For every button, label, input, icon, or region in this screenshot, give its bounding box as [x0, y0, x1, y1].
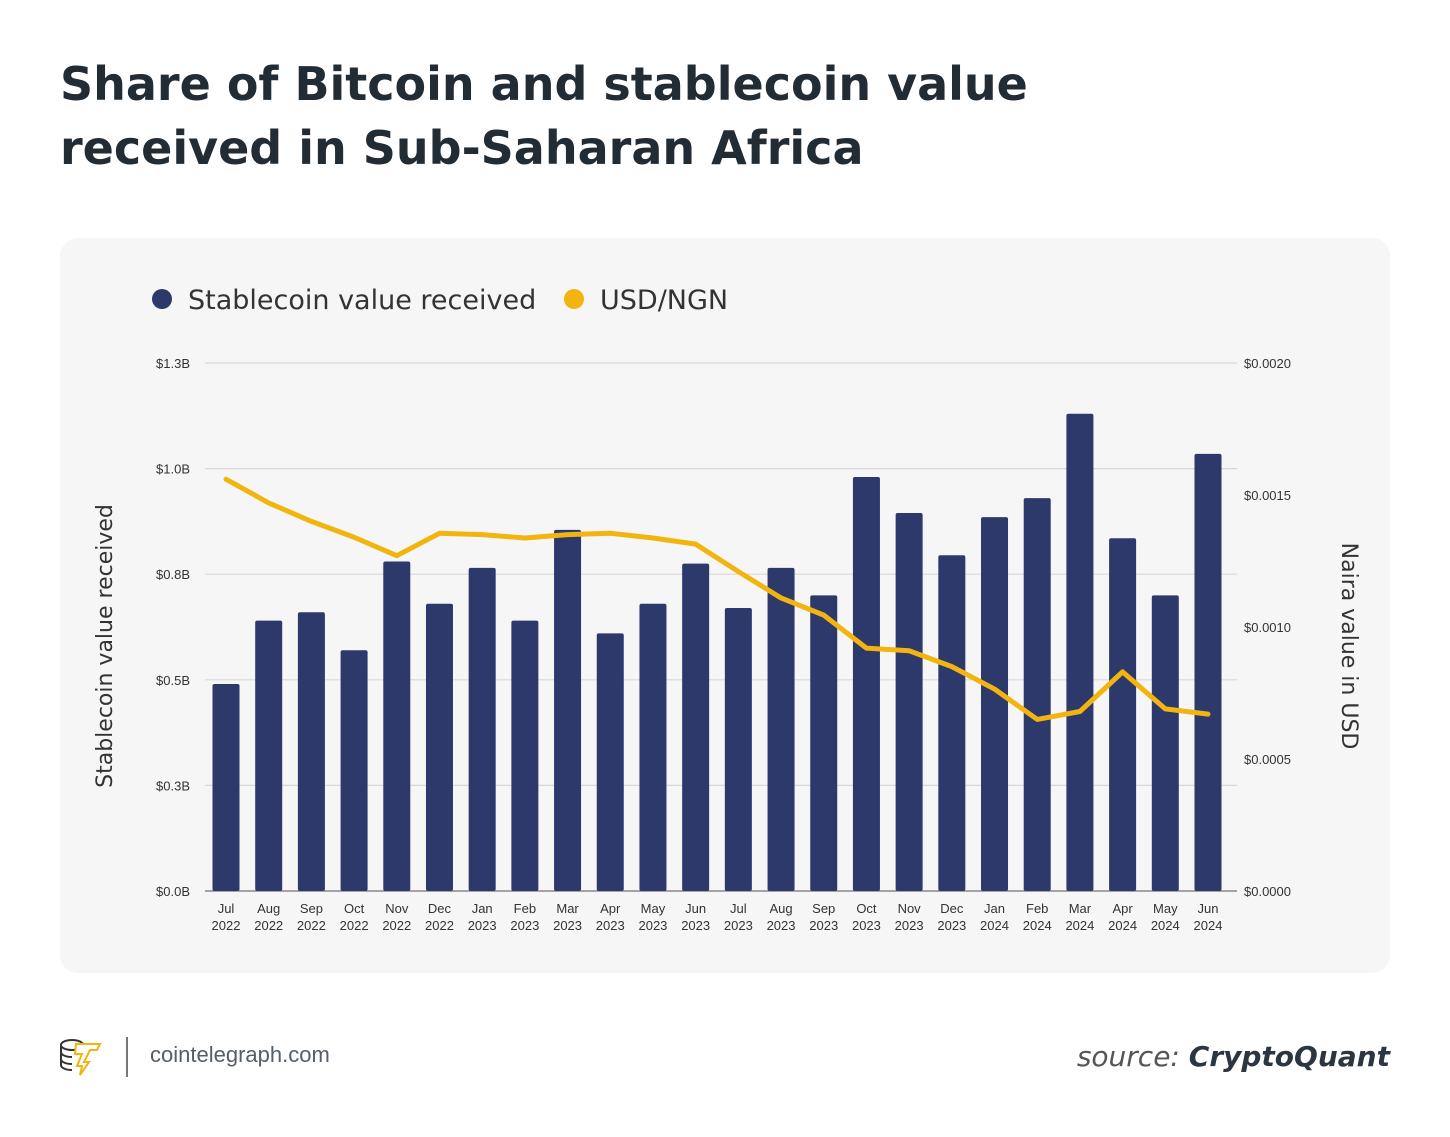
x-tick-year: 2022 — [297, 918, 326, 933]
x-tick-year: 2023 — [596, 918, 625, 933]
bar — [425, 603, 453, 891]
chart-title: Share of Bitcoin and stablecoin value re… — [60, 57, 1028, 175]
x-tick-month: Mar — [556, 901, 579, 916]
legend-marker-usd-ngn — [564, 289, 584, 309]
x-tick-month: May — [1153, 901, 1178, 916]
x-tick-month: Oct — [344, 901, 365, 916]
bar — [682, 563, 710, 891]
x-tick-month: Apr — [1112, 901, 1133, 916]
x-tick-year: 2024 — [1023, 918, 1052, 933]
x-tick-month: Dec — [428, 901, 452, 916]
left-axis-label: Stablecoin value received — [93, 504, 118, 788]
x-tick-month: Dec — [940, 901, 964, 916]
left-tick-label: $1.0B — [156, 462, 190, 477]
right-tick-label: $0.0010 — [1244, 620, 1291, 635]
x-tick-year: 2023 — [510, 918, 539, 933]
x-tick-month: May — [641, 901, 666, 916]
x-tick-year: 2023 — [724, 918, 753, 933]
bar — [511, 620, 539, 891]
x-tick-month: Aug — [769, 901, 792, 916]
legend-marker-stablecoin — [152, 289, 172, 309]
left-tick-label: $1.3B — [156, 356, 190, 371]
x-tick-year: 2022 — [382, 918, 411, 933]
bar — [1023, 498, 1051, 891]
bar — [554, 529, 582, 891]
x-tick-year: 2022 — [340, 918, 369, 933]
x-tick-month: Nov — [898, 901, 922, 916]
x-tick-month: Jun — [1198, 901, 1219, 916]
x-tick-month: Nov — [385, 901, 409, 916]
right-tick-label: $0.0000 — [1244, 884, 1291, 899]
legend-label-usd-ngn: USD/NGN — [600, 285, 728, 316]
x-tick-month: Sep — [812, 901, 835, 916]
bar — [297, 612, 325, 891]
x-tick-year: 2023 — [809, 918, 838, 933]
source-credit: source: CryptoQuant — [1077, 1040, 1390, 1073]
bar — [1066, 413, 1094, 891]
right-tick-label: $0.0020 — [1244, 356, 1291, 371]
left-tick-label: $0.5B — [156, 673, 190, 688]
x-tick-year: 2022 — [425, 918, 454, 933]
x-tick-month: Apr — [600, 901, 621, 916]
bar — [255, 620, 283, 891]
right-tick-label: $0.0015 — [1244, 488, 1291, 503]
x-tick-month: Mar — [1069, 901, 1092, 916]
x-tick-year: 2023 — [681, 918, 710, 933]
x-tick-month: Oct — [856, 901, 877, 916]
bar — [767, 567, 795, 891]
x-tick-year: 2024 — [1108, 918, 1137, 933]
bar — [340, 650, 368, 891]
legend-label-stablecoin: Stablecoin value received — [188, 285, 536, 316]
bar — [639, 603, 667, 891]
site-name: cointelegraph.com — [150, 1042, 330, 1067]
x-tick-year: 2023 — [895, 918, 924, 933]
bar — [1109, 538, 1137, 891]
left-tick-label: $0.8B — [156, 567, 190, 582]
bar — [810, 595, 838, 891]
x-tick-year: 2022 — [212, 918, 241, 933]
x-tick-month: Aug — [257, 901, 280, 916]
x-tick-month: Sep — [300, 901, 323, 916]
x-tick-month: Feb — [514, 901, 536, 916]
x-tick-year: 2024 — [1065, 918, 1094, 933]
x-tick-month: Jan — [984, 901, 1005, 916]
left-tick-label: $0.3B — [156, 778, 190, 793]
bar — [468, 567, 496, 891]
bar — [383, 561, 411, 891]
x-tick-year: 2024 — [1151, 918, 1180, 933]
bar — [895, 512, 923, 891]
source-label: source: — [1076, 1040, 1180, 1073]
x-tick-year: 2023 — [767, 918, 796, 933]
x-tick-year: 2024 — [1194, 918, 1223, 933]
bar — [938, 555, 966, 891]
x-tick-month: Jul — [730, 901, 747, 916]
right-axis-label: Naira value in USD — [1336, 543, 1361, 750]
cointelegraph-logo-icon — [58, 1036, 104, 1080]
x-tick-month: Jul — [218, 901, 235, 916]
source-name: CryptoQuant — [1188, 1040, 1390, 1073]
bar — [1151, 595, 1179, 891]
bar — [724, 607, 752, 891]
bar — [1194, 453, 1222, 891]
x-tick-year: 2024 — [980, 918, 1009, 933]
right-tick-label: $0.0005 — [1244, 752, 1291, 767]
x-tick-year: 2023 — [553, 918, 582, 933]
x-tick-year: 2023 — [638, 918, 667, 933]
x-tick-year: 2023 — [468, 918, 497, 933]
footer-divider — [126, 1037, 128, 1077]
x-tick-year: 2023 — [852, 918, 881, 933]
left-tick-label: $0.0B — [156, 884, 190, 899]
x-tick-year: 2022 — [254, 918, 283, 933]
bar — [212, 684, 240, 891]
bar — [852, 477, 880, 891]
x-tick-month: Feb — [1026, 901, 1048, 916]
x-tick-year: 2023 — [937, 918, 966, 933]
bar — [981, 517, 1009, 891]
x-tick-month: Jan — [472, 901, 493, 916]
usd-ngn-line — [223, 476, 1211, 722]
bar — [596, 633, 624, 891]
x-tick-month: Jun — [685, 901, 706, 916]
